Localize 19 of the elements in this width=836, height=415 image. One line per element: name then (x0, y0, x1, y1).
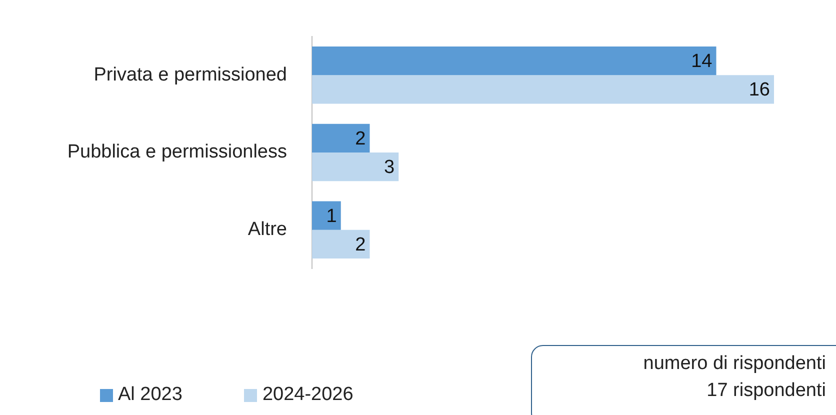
legend-label: 2024-2026 (262, 384, 354, 406)
y-tick-label: Privata e permissioned (94, 64, 287, 86)
bar (312, 124, 370, 152)
y-tick-label: Altre (248, 219, 287, 240)
data-label: 2 (355, 128, 366, 150)
data-label: 1 (326, 206, 337, 227)
bar (312, 75, 774, 104)
bar (312, 230, 370, 259)
data-label: 2 (355, 234, 366, 256)
y-tick-label: Pubblica e permissionless (67, 142, 287, 163)
data-label: 14 (691, 51, 713, 72)
bar (312, 152, 399, 182)
data-label: 3 (384, 157, 395, 178)
text: numero di rispondenti (643, 352, 826, 376)
data-label: 16 (748, 80, 770, 101)
text: 17 rispondenti (706, 379, 826, 403)
bar (312, 201, 341, 230)
legend-label: Al 2023 (118, 384, 182, 406)
bar (312, 46, 716, 76)
